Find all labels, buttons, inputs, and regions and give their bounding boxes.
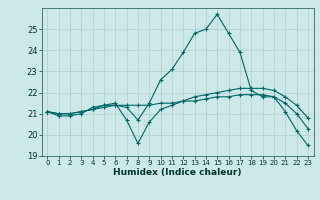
X-axis label: Humidex (Indice chaleur): Humidex (Indice chaleur) (113, 168, 242, 177)
